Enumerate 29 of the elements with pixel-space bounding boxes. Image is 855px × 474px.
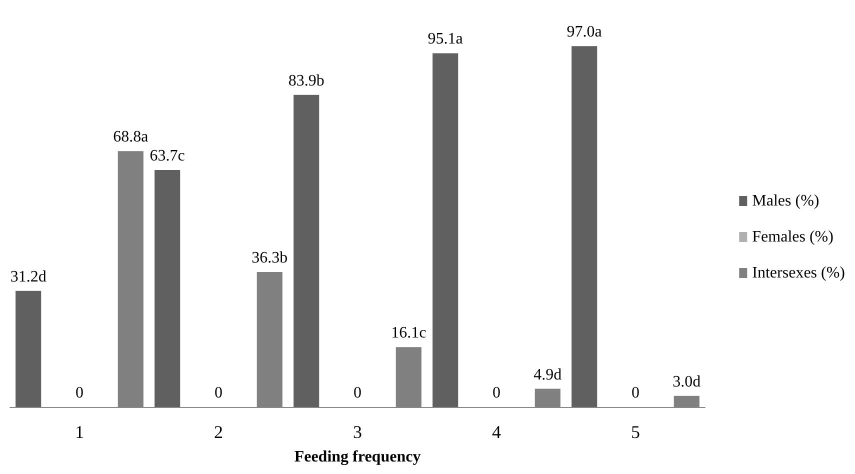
data-label: 0 (76, 384, 84, 402)
data-label: 4.9d (534, 366, 562, 384)
data-label: 0 (214, 384, 222, 402)
legend-label: Males (%) (752, 192, 820, 210)
bar (294, 94, 320, 407)
bar (154, 170, 180, 407)
data-label: 36.3b (252, 249, 288, 266)
data-label: 97.0a (566, 24, 602, 41)
legend-label: Females (%) (752, 228, 834, 246)
data-label: 0 (354, 384, 362, 402)
bar (432, 53, 458, 407)
bar (16, 290, 42, 407)
data-label: 95.1a (428, 30, 463, 48)
x-tick-label: 5 (631, 422, 640, 442)
data-label: 68.8a (113, 128, 148, 146)
x-axis-title: Feeding frequency (294, 448, 421, 466)
data-label: 0 (632, 384, 640, 402)
bar (572, 46, 598, 407)
data-label: 16.1c (391, 324, 426, 342)
legend-label: Intersexes (%) (752, 264, 845, 282)
x-tick-label: 3 (353, 422, 362, 442)
data-label: 0 (492, 384, 500, 402)
x-tick-label: 2 (214, 422, 223, 442)
data-label: 3.0d (672, 373, 701, 390)
data-label: 63.7c (150, 148, 185, 165)
x-tick-label: 1 (75, 422, 84, 442)
data-label: 31.2d (10, 268, 46, 286)
data-label: 83.9b (288, 72, 324, 90)
x-tick-label: 4 (492, 422, 501, 442)
